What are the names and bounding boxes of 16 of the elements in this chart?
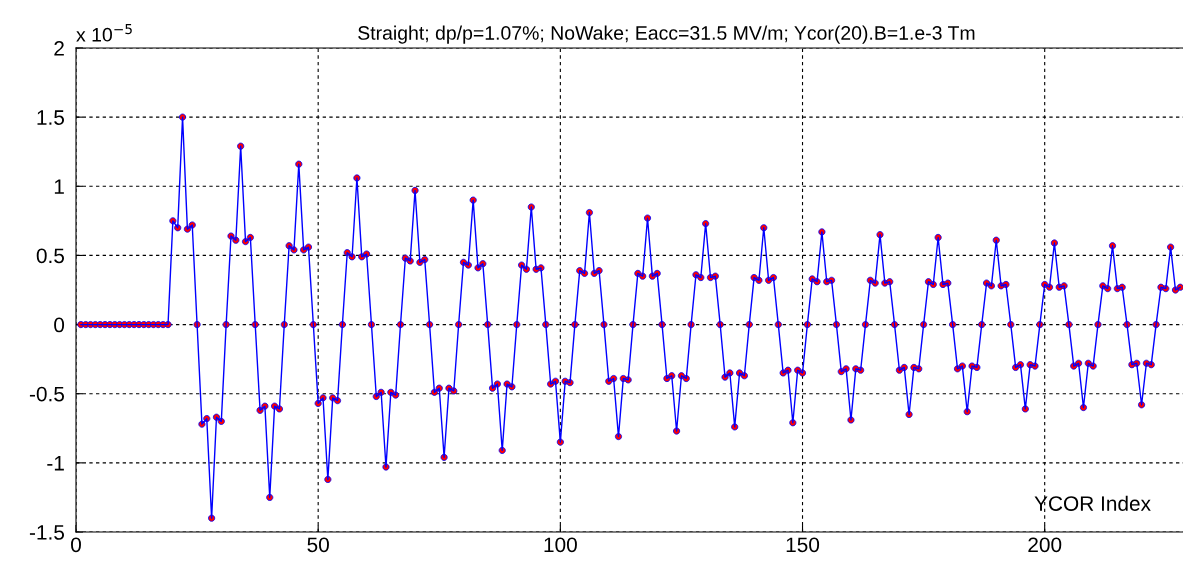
x-tick-label: 150 [786, 537, 820, 553]
y-tick-label: -1 [47, 456, 64, 471]
y-tick-label: 0.5 [36, 248, 65, 264]
y-tick-label: -1.5 [29, 525, 65, 540]
chart-title: Straight; dp/p=1.07%; NoWake; Eacc=31.5 MV/m; Ycor(20).B=1.e-3 Tm [358, 25, 975, 44]
y-tick-label: 1 [54, 179, 64, 194]
y-tick-label: 0 [54, 317, 65, 333]
x-tick-label: 0 [71, 537, 81, 553]
x-tick-label: 100 [544, 537, 577, 553]
x-tick-label: 200 [1028, 537, 1062, 553]
x-tick-label: 50 [307, 537, 329, 553]
y-tick-label: -0.5 [29, 386, 65, 402]
text: x 10$^{−5}$ [76, 24, 132, 42]
x-axis-title: YCOR Index [1034, 495, 1151, 511]
y-tick-label: 1.5 [37, 110, 65, 125]
y-tick-label: 2 [54, 41, 64, 56]
